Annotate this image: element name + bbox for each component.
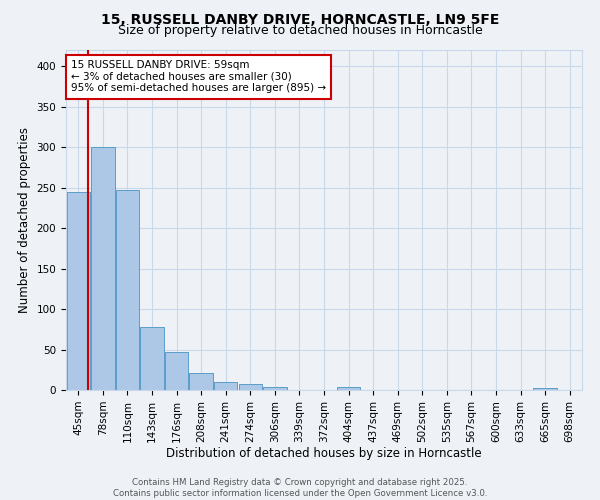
Bar — [337, 387, 360, 390]
Text: 15, RUSSELL DANBY DRIVE, HORNCASTLE, LN9 5FE: 15, RUSSELL DANBY DRIVE, HORNCASTLE, LN9… — [101, 12, 499, 26]
Bar — [91, 147, 115, 390]
Text: Contains HM Land Registry data © Crown copyright and database right 2025.
Contai: Contains HM Land Registry data © Crown c… — [113, 478, 487, 498]
Bar — [67, 192, 90, 390]
Bar — [116, 190, 139, 390]
Bar — [263, 387, 287, 390]
Bar — [239, 384, 262, 390]
Text: 15 RUSSELL DANBY DRIVE: 59sqm
← 3% of detached houses are smaller (30)
95% of se: 15 RUSSELL DANBY DRIVE: 59sqm ← 3% of de… — [71, 60, 326, 94]
Bar — [190, 373, 213, 390]
X-axis label: Distribution of detached houses by size in Horncastle: Distribution of detached houses by size … — [166, 448, 482, 460]
Bar — [214, 382, 238, 390]
Bar — [165, 352, 188, 390]
Bar — [140, 327, 164, 390]
Y-axis label: Number of detached properties: Number of detached properties — [18, 127, 31, 313]
Text: Size of property relative to detached houses in Horncastle: Size of property relative to detached ho… — [118, 24, 482, 37]
Bar — [533, 388, 557, 390]
